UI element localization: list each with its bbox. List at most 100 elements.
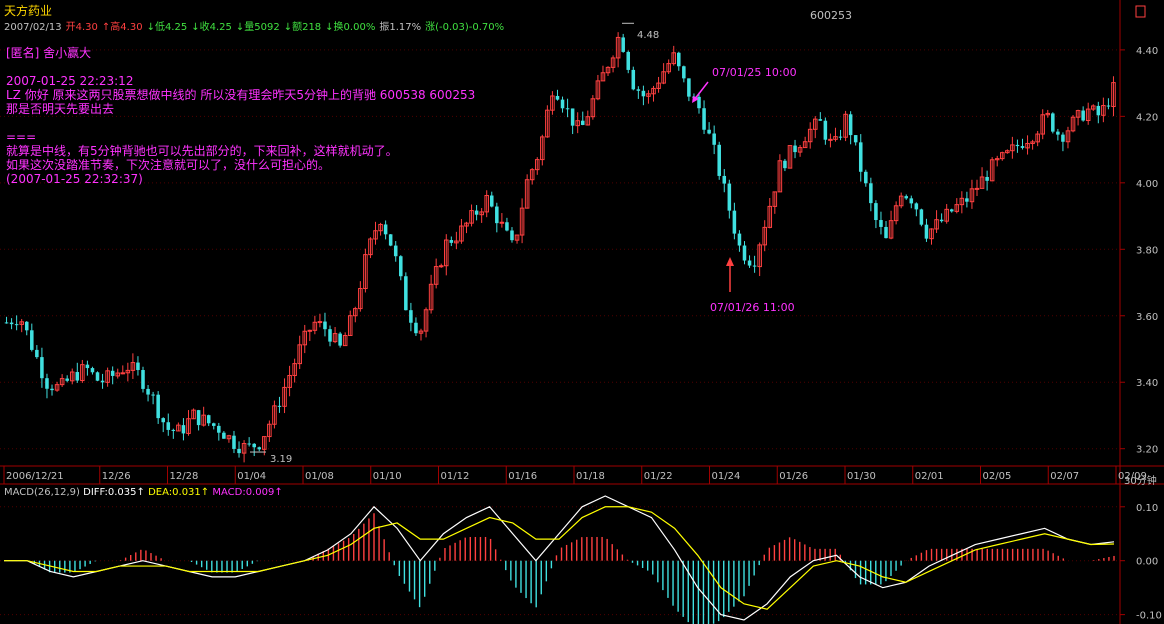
candle-body [272, 405, 277, 425]
candle-body [125, 369, 131, 374]
candle-body [838, 136, 843, 138]
candle-body [843, 113, 848, 138]
candle-body [747, 260, 752, 266]
macd-dea-value: DEA:0.031↑ [148, 487, 210, 498]
candle-body [793, 145, 797, 153]
comment-line: LZ 你好 原来这两只股票想做中线的 所以没有理会昨天5分钟上的背驰 60053… [6, 88, 476, 102]
candle-body [585, 116, 591, 126]
candle-body [277, 405, 282, 407]
candle-body [858, 142, 863, 172]
candle-body [297, 344, 302, 365]
candle-body [1040, 114, 1045, 135]
candle-body [777, 160, 783, 193]
candle-body [1005, 150, 1010, 154]
candle-body [19, 321, 24, 325]
date-tick-label: 02/01 [915, 471, 944, 482]
candle-body [621, 37, 625, 52]
candle-body [874, 203, 878, 221]
candle-body [317, 321, 323, 324]
candle-body [783, 160, 787, 169]
candle-body [545, 109, 550, 138]
candle-body [833, 136, 838, 140]
price-tick-label: 4.40 [1136, 46, 1158, 57]
candle-body [287, 374, 292, 388]
date-tick-label: 01/16 [508, 471, 537, 482]
candle-body [166, 422, 171, 430]
candle-body [90, 368, 95, 373]
candle-body [454, 240, 459, 244]
candle-body [232, 435, 236, 449]
candle-body [1081, 110, 1085, 121]
high-value-label: 4.48 [637, 30, 660, 41]
author-name: [匿名] 舍小赢大 [6, 46, 92, 60]
candle-body [1070, 116, 1076, 132]
candle-body [414, 322, 418, 334]
macd-macd-value: MACD:0.009↑ [212, 487, 283, 498]
candle-body [671, 52, 676, 65]
candle-body [722, 175, 727, 184]
candle-body [752, 265, 757, 267]
candle-body [898, 195, 904, 207]
candle-body [550, 95, 555, 111]
candle-body [282, 386, 287, 407]
candle-body [267, 423, 272, 438]
candle-body [631, 69, 636, 90]
candle-body [1101, 105, 1106, 116]
candle-body [934, 219, 939, 230]
date-tick-label: 01/04 [237, 471, 266, 482]
candle-body [661, 71, 666, 84]
annotation-arrowhead-bottom [726, 257, 734, 266]
candle-body [823, 120, 828, 140]
candle-body [241, 442, 247, 454]
candle-body [1106, 105, 1111, 107]
candle-body [40, 357, 44, 379]
candle-body [682, 66, 686, 79]
candle-body [904, 196, 909, 199]
candle-body [69, 371, 75, 382]
candle-body [368, 238, 373, 256]
annotation-arrow-top [693, 81, 709, 101]
candle-body [1061, 134, 1065, 142]
stock-code: 600253 [810, 9, 852, 22]
candle-body [217, 425, 221, 433]
candle-body [727, 183, 732, 211]
candle-body [959, 197, 965, 206]
candle-body [888, 220, 894, 239]
date-tick-label: 01/12 [441, 471, 470, 482]
candle-body [965, 198, 969, 202]
comment-line: 就算是中线，有5分钟背驰也可以先出部分的，下来回补，这样就机动了。 [6, 144, 398, 158]
candle-body [136, 362, 140, 371]
timeframe-label[interactable]: 30分钟 [1124, 476, 1157, 487]
candle-body [848, 114, 853, 136]
date-tick-label: 02/05 [983, 471, 1012, 482]
candle-body [499, 221, 505, 224]
candle-body [893, 205, 899, 222]
candle-body [600, 72, 606, 82]
date-tick-label: 01/10 [373, 471, 402, 482]
candle-body [105, 370, 110, 383]
candle-body [636, 89, 641, 91]
candle-body [332, 333, 338, 343]
date-tick-label: 01/26 [779, 471, 808, 482]
candle-body [292, 363, 297, 376]
candle-body [560, 99, 565, 109]
candle-body [226, 435, 232, 440]
candle-body [879, 220, 883, 227]
candle-body [864, 171, 868, 184]
candle-body [383, 224, 388, 235]
price-tick-label: 3.40 [1136, 378, 1158, 389]
candle-body [363, 254, 368, 290]
candle-body [115, 372, 120, 377]
price-tick-label: 4.00 [1136, 179, 1158, 190]
candle-body [130, 362, 136, 371]
candle-body [438, 265, 444, 268]
comment-line [6, 116, 475, 130]
comment-text: 2007-01-25 22:23:12 LZ 你好 原来这两只股票想做中线的 所以… [6, 74, 475, 186]
candle-body [1085, 108, 1091, 122]
candle-body [409, 310, 413, 323]
candle-body [65, 378, 69, 381]
quote-info-item: ↓低4.25 [146, 22, 188, 33]
candle-body [54, 384, 60, 391]
candle-body [347, 315, 353, 336]
candle-body [687, 78, 691, 97]
